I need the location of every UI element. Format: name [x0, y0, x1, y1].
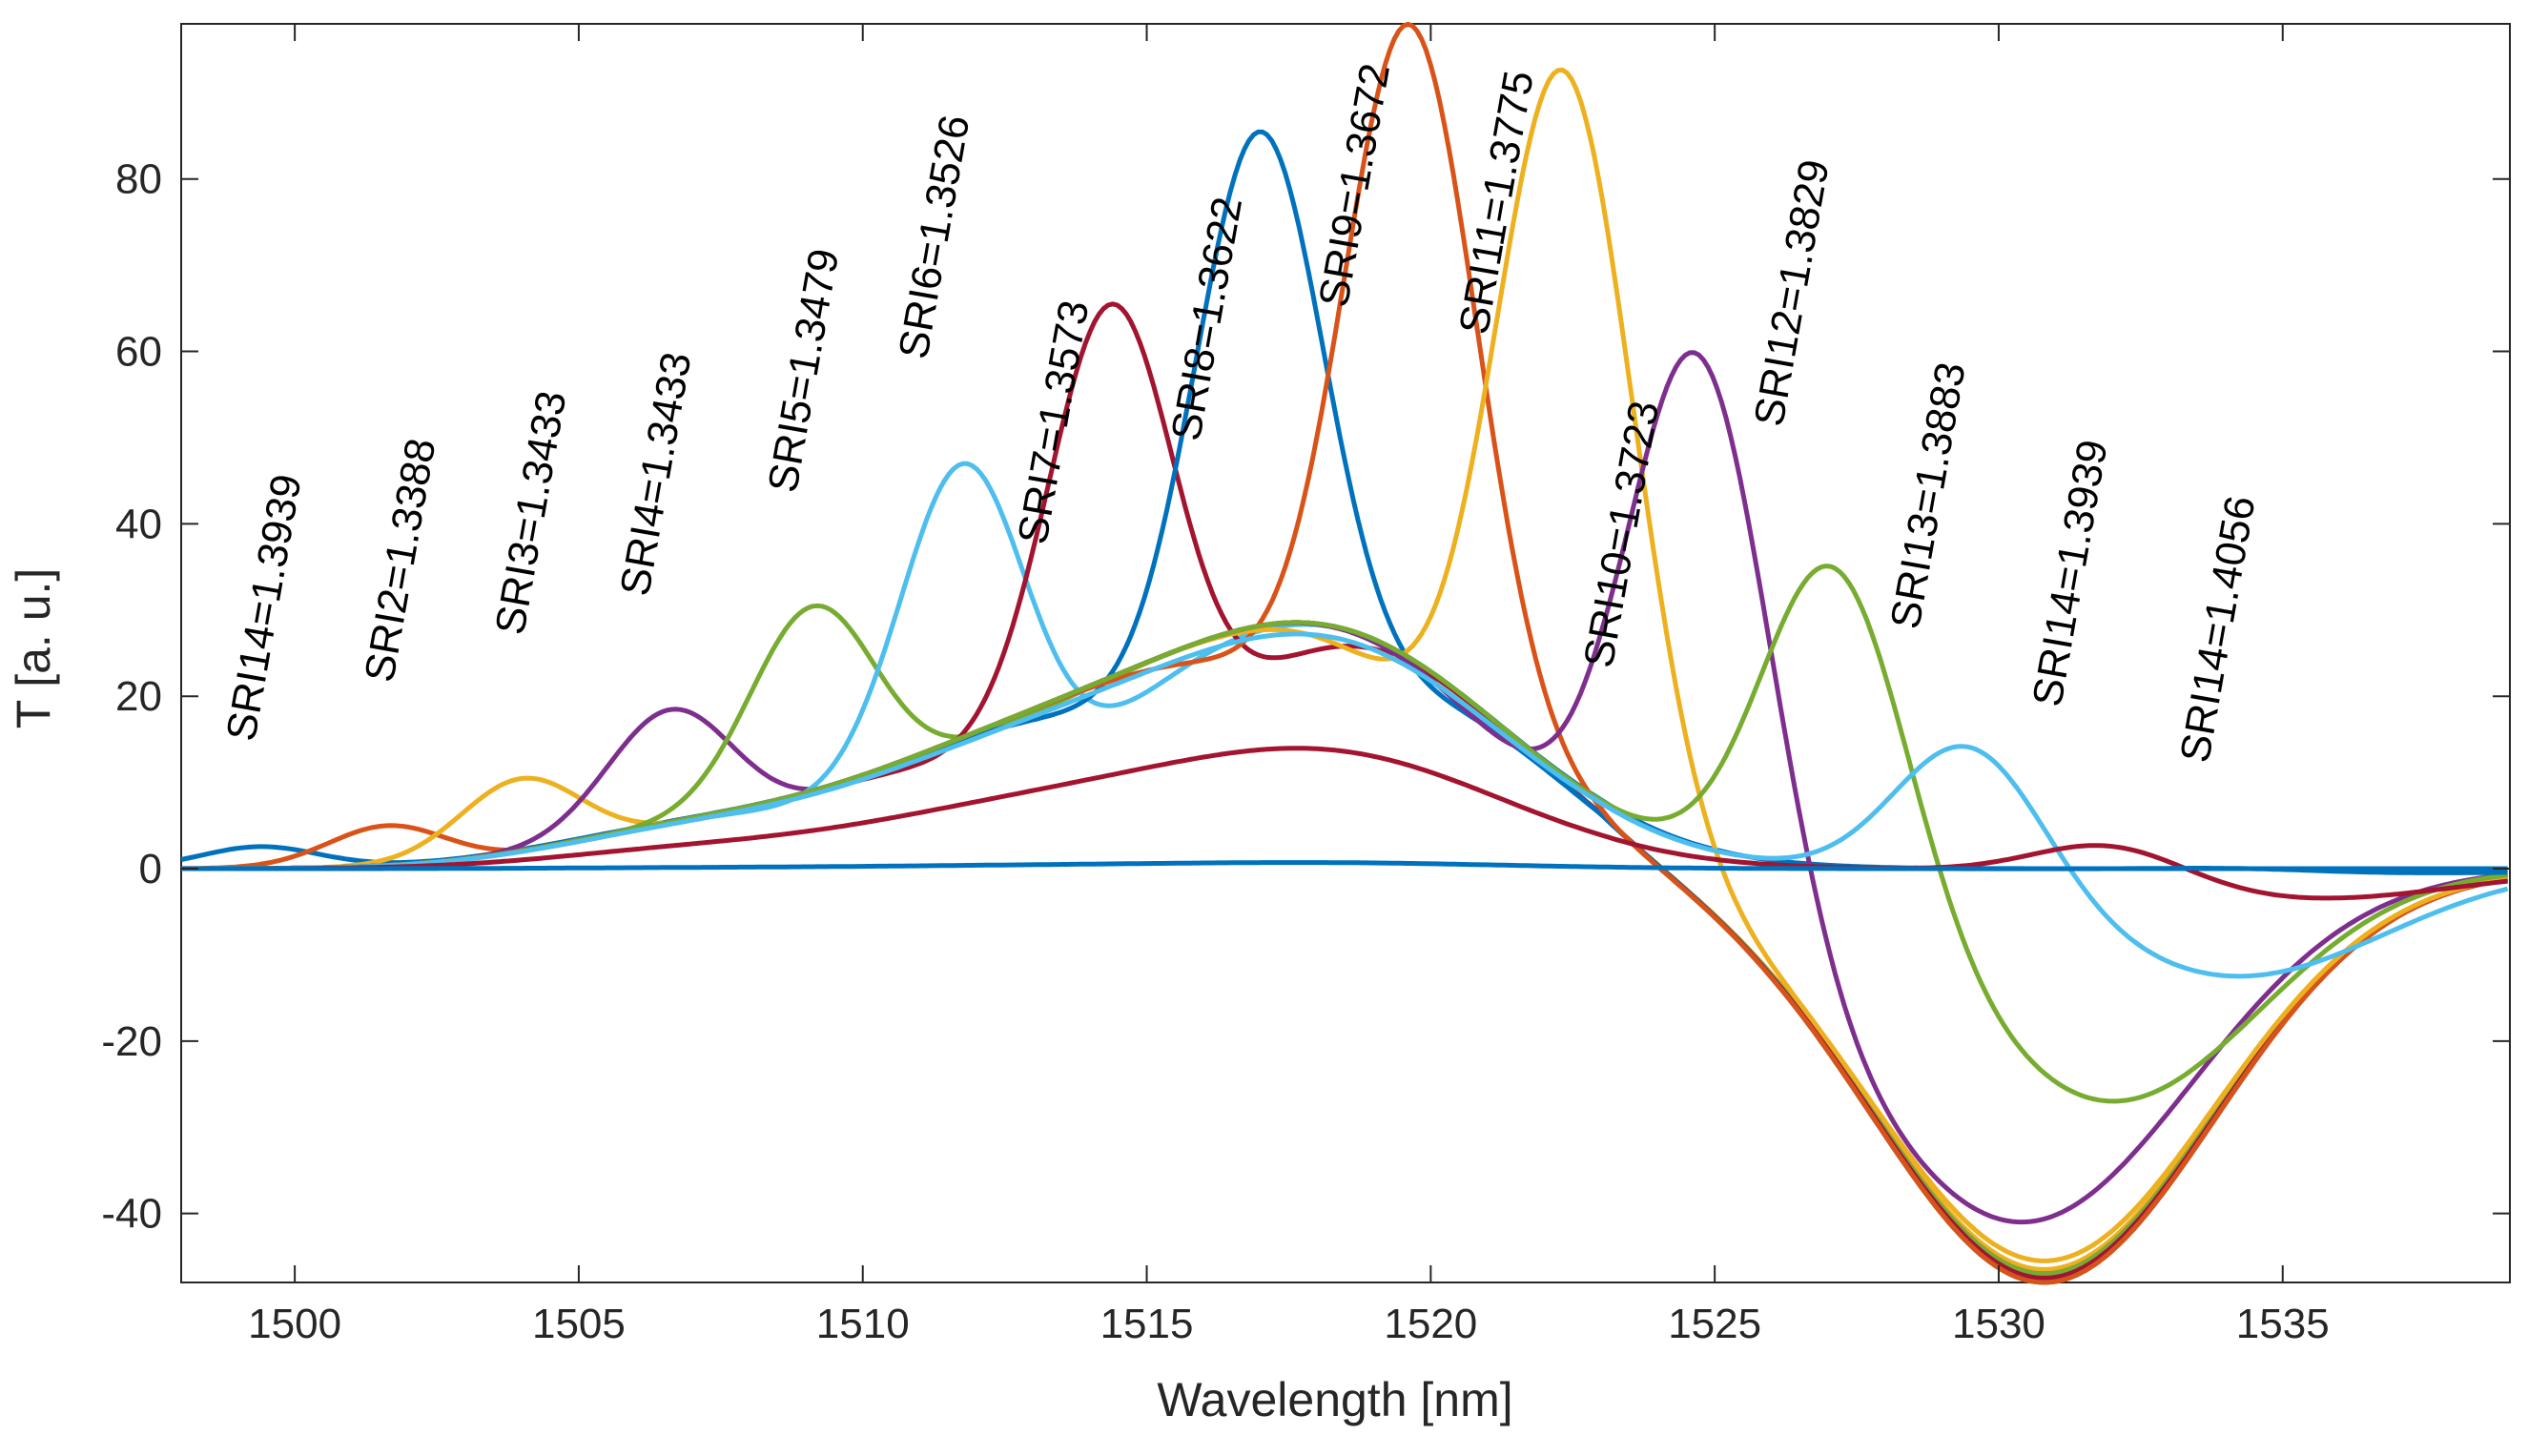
y-tick-label: 0 [139, 846, 162, 892]
x-axis-title: Wavelength [nm] [1157, 1373, 1512, 1426]
x-tick-label: 1505 [532, 1301, 626, 1347]
y-tick-label: -20 [101, 1018, 162, 1065]
y-tick-label: 60 [115, 329, 162, 376]
y-axis-title: T [a. u.] [7, 568, 60, 729]
series-curves [180, 21, 2509, 1285]
y-tick-label: 40 [115, 501, 162, 547]
x-tick-label: 1510 [816, 1301, 910, 1347]
plot-area [180, 23, 2511, 1283]
x-axis-ticks: 1500 1505 1510 1515 1520 1525 1530 1535 [248, 24, 2330, 1347]
y-axis-ticks: -40 -20 0 20 40 60 80 [101, 156, 2510, 1238]
x-tick-label: 1515 [1100, 1301, 1194, 1347]
x-tick-label: 1525 [1668, 1301, 1761, 1347]
series-line [181, 631, 2509, 979]
x-tick-label: 1520 [1384, 1301, 1477, 1347]
x-tick-label: 1535 [2236, 1301, 2330, 1347]
series-line [181, 746, 2508, 901]
x-tick-label: 1500 [248, 1301, 341, 1347]
y-tick-label: 80 [115, 156, 162, 203]
y-tick-label: -40 [101, 1191, 162, 1238]
series-line [181, 860, 2508, 875]
y-tick-label: 20 [115, 673, 162, 720]
x-tick-label: 1530 [1952, 1301, 2045, 1347]
axes-box [180, 23, 2511, 1283]
